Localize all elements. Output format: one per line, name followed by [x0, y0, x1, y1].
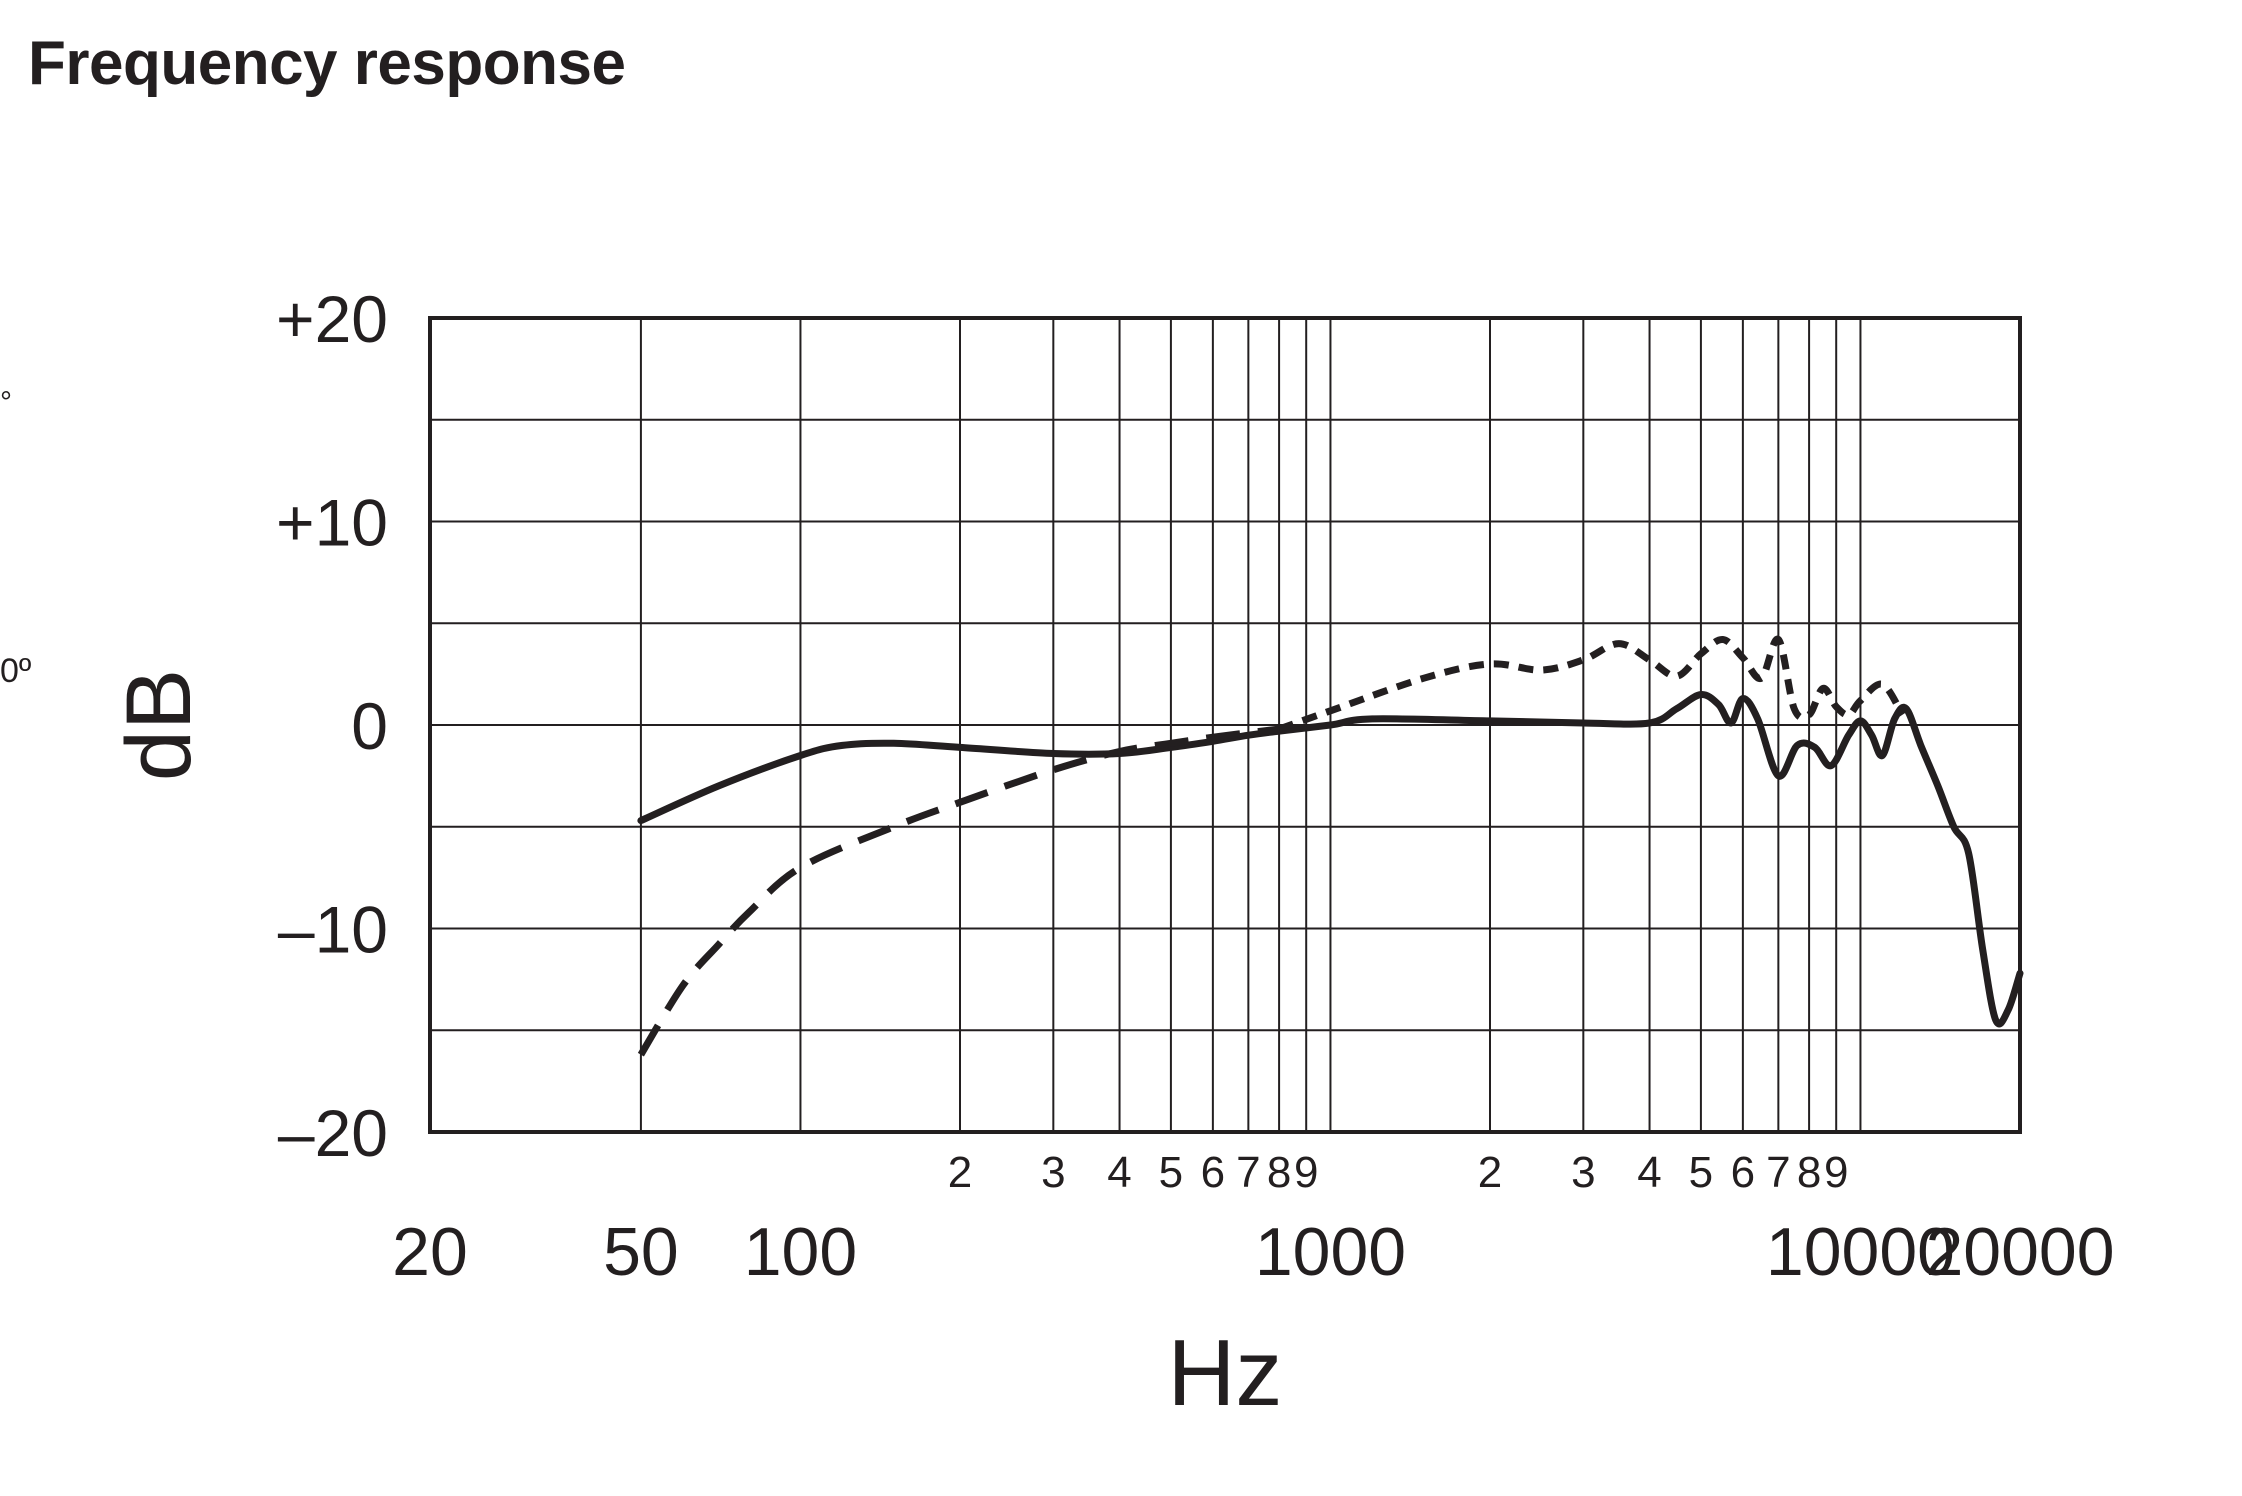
x-major-tick-label: 20: [392, 1214, 468, 1290]
x-minor-tick-label: 5: [1689, 1148, 1713, 1197]
cropped-label-fragment: 0º: [0, 652, 32, 690]
x-major-tick-label: 50: [603, 1214, 679, 1290]
y-axis-title: dB: [108, 669, 210, 782]
series-line-solid: [637, 690, 2024, 1028]
x-minor-tick-label: 9: [1824, 1148, 1848, 1197]
page-title: Frequency response: [28, 29, 626, 98]
plot-frame: [428, 316, 2022, 1134]
y-tick-label: –10: [278, 893, 388, 967]
x-minor-tick-label: 9: [1294, 1148, 1318, 1197]
x-minor-tick-label: 4: [1107, 1148, 1131, 1197]
cropped-label-fragment: °: [0, 386, 12, 419]
series-line-dotted: [1277, 635, 1906, 733]
series-lines: [637, 635, 2024, 1057]
tick-labels: +20+100–10–202 3 4 5 6 7 8 9 2 3 4 5 6 7 8 920 50 100 1000…: [276, 282, 2115, 1290]
grid: [430, 317, 2020, 1133]
x-major-tick-label: 10000: [1766, 1214, 1955, 1290]
series-line-dashed: [637, 725, 1280, 1057]
x-minor-tick-label: 3: [1571, 1148, 1595, 1197]
y-tick-label: +20: [276, 282, 388, 356]
x-minor-tick-label: 8: [1797, 1148, 1821, 1197]
x-minor-tick-label: 8: [1267, 1148, 1291, 1197]
y-tick-label: –20: [278, 1096, 388, 1170]
x-axis-title: Hz: [1168, 1320, 1283, 1425]
x-minor-tick-label: 7: [1236, 1148, 1260, 1197]
x-minor-tick-label: 6: [1201, 1148, 1225, 1197]
x-minor-tick-label: 4: [1637, 1148, 1661, 1197]
x-minor-tick-label: 2: [1478, 1148, 1502, 1197]
x-major-tick-label: 100: [744, 1214, 857, 1290]
x-minor-tick-label: 2: [948, 1148, 972, 1197]
x-minor-tick-label: 6: [1731, 1148, 1755, 1197]
x-minor-tick-label: 3: [1041, 1148, 1065, 1197]
y-tick-label: 0: [351, 689, 388, 763]
x-minor-tick-label: 5: [1159, 1148, 1183, 1197]
x-minor-tick-label: 7: [1766, 1148, 1790, 1197]
x-major-tick-label: 1000: [1255, 1214, 1406, 1290]
y-tick-label: +10: [276, 486, 388, 560]
x-major-tick-label: 20000: [1925, 1214, 2114, 1290]
